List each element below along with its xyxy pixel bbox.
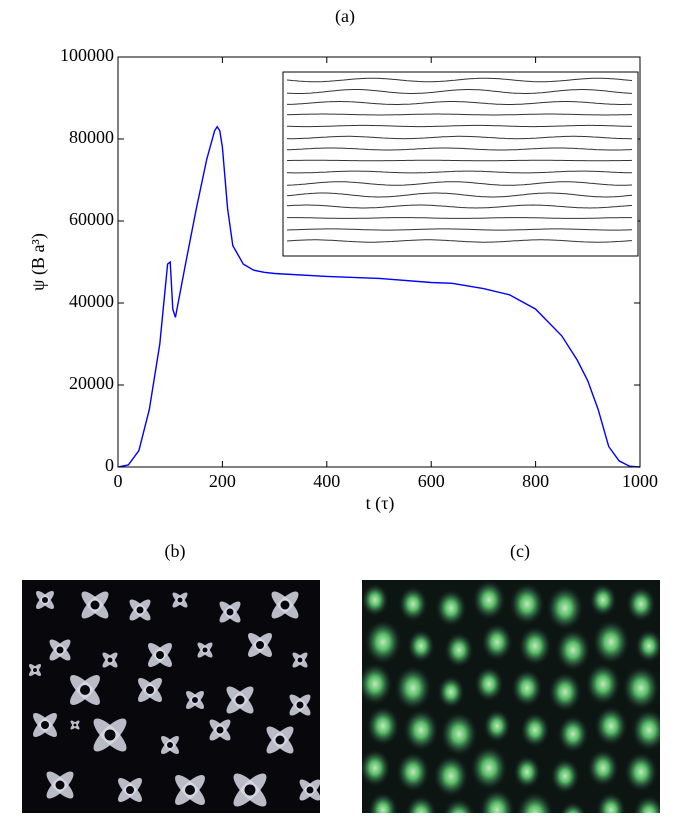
x-tick-label: 800	[522, 471, 549, 491]
blob	[444, 632, 474, 668]
blob	[557, 715, 589, 753]
cross-core	[91, 601, 100, 610]
cross-core	[56, 781, 65, 790]
blob	[437, 675, 465, 709]
cross-core	[80, 685, 90, 695]
blob	[396, 752, 430, 793]
blob	[435, 589, 467, 627]
cross-core	[307, 787, 314, 794]
blob	[470, 745, 508, 791]
x-tick-label: 1000	[622, 471, 658, 491]
cross-core	[41, 721, 49, 729]
cross-core	[108, 658, 113, 663]
micrograph-b	[22, 580, 323, 813]
cross-core	[57, 647, 64, 654]
blob	[594, 706, 628, 747]
blob	[394, 665, 432, 711]
blob	[626, 586, 656, 622]
blob	[518, 626, 552, 667]
cross-core	[105, 730, 116, 741]
blob	[440, 711, 478, 757]
cross-core	[236, 696, 245, 705]
cross-core	[185, 785, 195, 795]
cross-core	[281, 601, 290, 610]
panel-title: (a)	[335, 6, 355, 27]
blob	[589, 583, 617, 617]
x-tick-label: 0	[114, 471, 123, 491]
panel-label: (b)	[165, 541, 186, 562]
blob	[624, 752, 658, 793]
cross-core	[126, 786, 134, 794]
blob	[587, 749, 619, 787]
blob	[631, 708, 667, 751]
blob	[550, 758, 580, 794]
panel-label: (c)	[510, 541, 530, 562]
x-tick-label: 600	[418, 471, 445, 491]
y-tick-label: 60000	[69, 209, 114, 229]
cross-core	[217, 727, 224, 734]
cross-core	[74, 724, 77, 727]
cross-core	[42, 597, 48, 603]
blob	[403, 708, 439, 751]
blob	[361, 583, 389, 617]
blob	[592, 619, 630, 665]
blob	[511, 669, 543, 707]
y-tick-label: 80000	[69, 127, 114, 147]
blob	[520, 712, 550, 748]
blob	[359, 749, 391, 787]
y-axis-label: ψ (B a³)	[28, 233, 49, 291]
cross-core	[245, 785, 256, 796]
blob	[366, 706, 400, 747]
cross-core	[227, 609, 234, 616]
y-tick-label: 40000	[69, 291, 114, 311]
micrograph-c	[357, 580, 667, 813]
blob	[483, 709, 511, 743]
cross-core	[276, 736, 285, 745]
y-tick-label: 100000	[60, 45, 114, 65]
cross-core	[298, 658, 303, 663]
y-tick-label: 0	[105, 455, 114, 475]
x-tick-label: 400	[313, 471, 340, 491]
blob	[548, 672, 582, 713]
cross-core	[297, 702, 304, 709]
blob	[555, 628, 591, 671]
blob	[357, 662, 393, 705]
cross-core	[156, 651, 164, 659]
x-axis-label: t (τ)	[366, 493, 395, 514]
cross-core	[192, 697, 198, 703]
y-tick-label: 20000	[69, 373, 114, 393]
blob	[513, 755, 541, 789]
cross-core	[33, 668, 37, 672]
cross-core	[167, 742, 173, 748]
blob	[622, 665, 660, 711]
blob	[407, 629, 435, 663]
cross-core	[256, 641, 264, 649]
blob	[433, 754, 469, 797]
blob	[481, 623, 513, 661]
blob	[364, 619, 402, 665]
inset	[283, 72, 638, 256]
cross-core	[146, 686, 154, 694]
blob	[546, 585, 584, 631]
blob	[509, 582, 545, 625]
blob	[472, 580, 506, 621]
cross-core	[137, 607, 144, 614]
blob	[398, 586, 428, 622]
cross-core	[203, 648, 208, 653]
blob	[635, 629, 663, 663]
blob	[585, 662, 621, 705]
cross-core	[178, 598, 183, 603]
blob	[474, 666, 504, 702]
x-tick-label: 200	[209, 471, 236, 491]
